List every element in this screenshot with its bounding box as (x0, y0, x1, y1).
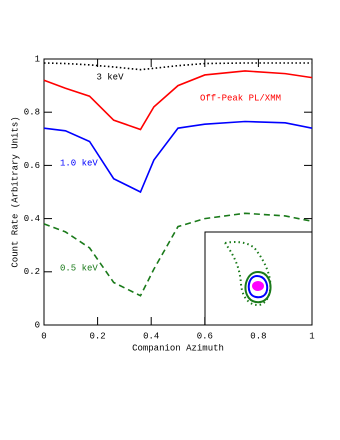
y-tick-label: 0 (35, 320, 40, 330)
series-line (43, 62, 312, 71)
y-tick-label: 0.2 (24, 267, 40, 277)
plot-area: 0 0.2 0.4 0.6 0.8 1 0 0.2 0.4 0.6 0.8 1 3 keV Off-Pea… (24, 54, 315, 341)
inset-contour (247, 274, 269, 299)
series-line (43, 70, 313, 131)
y-tick-label: 0.4 (24, 214, 40, 224)
x-tick-label: 0 (41, 331, 46, 341)
plot-frame (43, 58, 313, 326)
inset-contour (244, 270, 272, 304)
series-label: 0.5 keV (60, 263, 98, 273)
y-tick-label: 0.8 (24, 108, 40, 118)
y-tick-label: 0.6 (24, 161, 40, 171)
x-tick-label: 0.8 (250, 331, 266, 341)
y-tick-label: 1 (35, 54, 40, 64)
x-tick-label: 0.4 (143, 331, 159, 341)
series-line (43, 212, 313, 297)
series-line (43, 120, 313, 194)
x-tick-label: 0.6 (197, 331, 213, 341)
inset-frame (204, 231, 313, 326)
series-label: 3 keV (96, 72, 124, 82)
y-axis-title: Count Rate (Arbitrary Units) (10, 116, 20, 267)
x-axis-title: Companion Azimuth (132, 343, 224, 353)
inset (204, 231, 313, 326)
x-tick-label: 0.2 (89, 331, 105, 341)
series-label: 1.0 keV (60, 158, 98, 168)
inset-peak (252, 281, 264, 291)
x-tick-label: 1 (309, 331, 314, 341)
series-label: Off-Peak PL/XMM (200, 93, 281, 103)
